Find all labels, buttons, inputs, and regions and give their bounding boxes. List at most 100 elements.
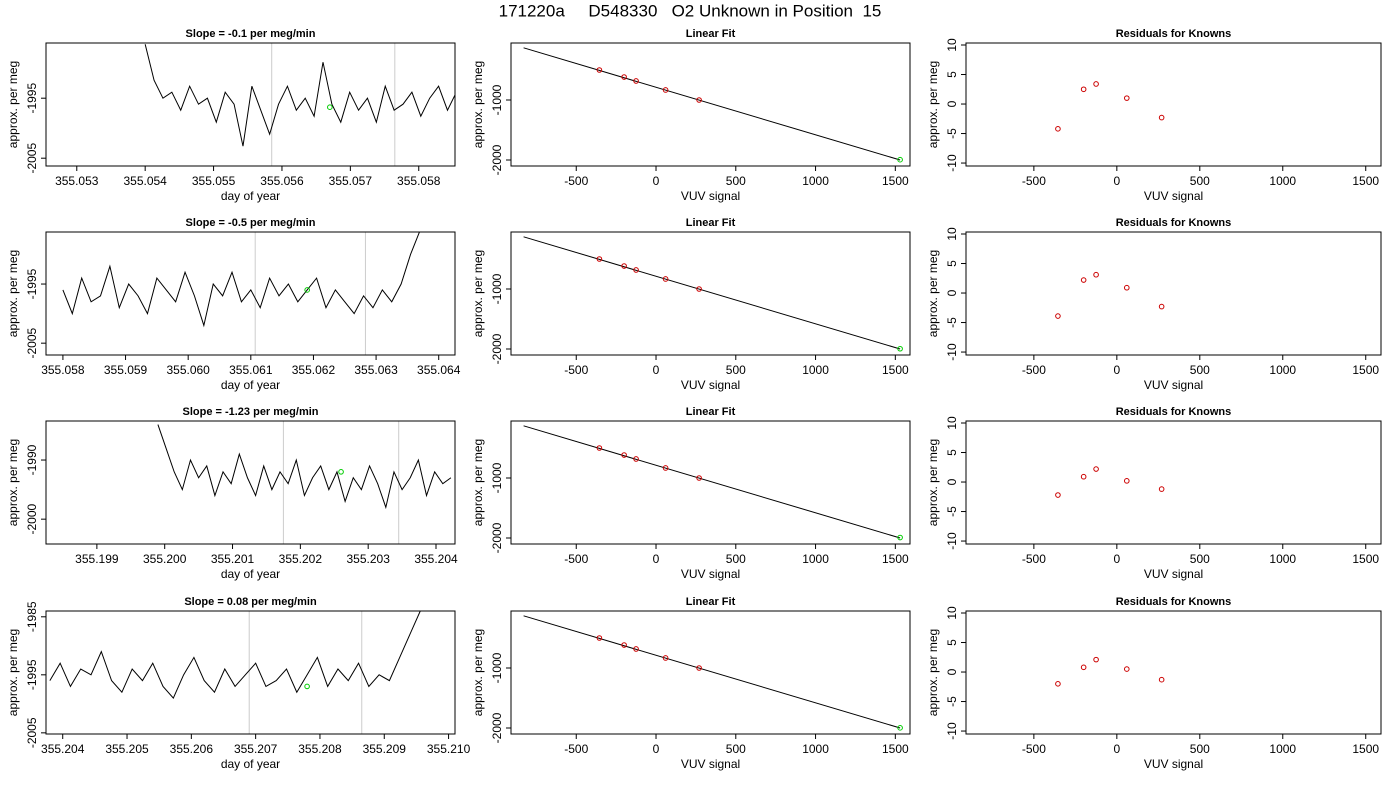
x-tick-label: 355.208 [298, 742, 342, 756]
y-axis-label: approx. per meg [6, 439, 20, 526]
x-tick-label: 355.058 [41, 363, 85, 377]
data-point [596, 445, 603, 451]
x-tick-label: 1500 [1352, 174, 1379, 188]
x-tick-label: -500 [1022, 363, 1046, 377]
x-tick-label: 1500 [1352, 742, 1379, 756]
x-axis-label: day of year [221, 757, 280, 771]
x-tick-label: -500 [1022, 742, 1046, 756]
x-tick-label: 355.201 [211, 552, 255, 566]
data-point [1123, 478, 1130, 484]
panel-title: Linear Fit [686, 28, 736, 40]
data-point [1055, 492, 1061, 498]
x-tick-label: 500 [1190, 742, 1210, 756]
y-tick-label: -5 [945, 128, 959, 139]
x-tick-label: 0 [1113, 363, 1120, 377]
x-tick-label: 1000 [1269, 552, 1296, 566]
y-tick-label: 5 [945, 449, 959, 456]
panel: Linear Fit VUV signal approx. per meg -500 0… [471, 596, 911, 771]
y-tick-label: -10 [945, 154, 959, 172]
x-tick-label: -500 [564, 742, 588, 756]
data-point [1093, 656, 1099, 663]
x-tick-label: 0 [1113, 174, 1120, 188]
data-point [633, 646, 639, 652]
x-axis-label: VUV signal [681, 189, 740, 203]
x-tick-label: 500 [726, 363, 746, 377]
plot-area [1055, 656, 1165, 687]
plot-frame [45, 420, 456, 545]
x-tick-label: 1000 [802, 552, 829, 566]
data-point [621, 452, 627, 458]
plot-frame [45, 231, 456, 356]
data-point [662, 655, 669, 661]
panel-title: Slope = -0.1 per meg/min [186, 28, 316, 40]
data-point [696, 97, 702, 103]
data-line [144, 44, 455, 147]
x-axis-label: VUV signal [681, 567, 740, 581]
y-tick-label: -1990 [25, 444, 39, 475]
plot-area [523, 236, 903, 352]
plot-frame [965, 610, 1382, 735]
data-line [523, 425, 901, 539]
data-point [662, 465, 669, 471]
x-tick-label: 500 [1190, 363, 1210, 377]
data-point [621, 642, 627, 648]
plot-frame [965, 420, 1382, 545]
data-point [1055, 681, 1061, 687]
data-line [523, 236, 901, 350]
y-tick-label: -2000 [490, 712, 504, 743]
plot-frame [510, 610, 911, 735]
y-tick-label: -5 [945, 317, 959, 328]
x-tick-label: 1000 [1269, 174, 1296, 188]
panel-title: Slope = -0.5 per meg/min [186, 217, 316, 229]
panel-title: Slope = 0.08 per meg/min [184, 596, 317, 608]
plot-area [1055, 81, 1165, 132]
x-tick-label: 355.207 [234, 742, 278, 756]
panel: Residuals for Knowns VUV signal approx. pe… [926, 217, 1382, 392]
data-point [1158, 486, 1165, 492]
y-tick-label: -2000 [490, 144, 504, 175]
data-point [662, 276, 669, 282]
data-line [49, 611, 421, 699]
y-tick-label: -1000 [490, 652, 504, 683]
y-tick-label: -10 [945, 532, 959, 550]
x-tick-label: -500 [564, 552, 588, 566]
plot-frame [965, 42, 1382, 167]
y-tick-label: -1995 [25, 268, 39, 299]
x-tick-label: 0 [1113, 742, 1120, 756]
x-tick-label: 355.063 [354, 363, 398, 377]
x-tick-label: 355.199 [75, 552, 119, 566]
y-tick-label: 0 [945, 289, 959, 296]
x-tick-label: 355.210 [427, 742, 471, 756]
x-tick-label: 355.058 [397, 174, 441, 188]
data-point [1158, 114, 1165, 121]
data-point [897, 534, 903, 541]
data-point [596, 256, 603, 262]
data-point [338, 469, 344, 475]
data-point [596, 635, 603, 641]
x-tick-label: 500 [726, 552, 746, 566]
data-point [696, 286, 702, 292]
panel-title: Residuals for Knowns [1116, 406, 1232, 418]
data-point [633, 456, 639, 462]
x-tick-label: 0 [653, 552, 660, 566]
panel: Slope = 0.08 per meg/min day of year appro… [6, 596, 470, 771]
x-tick-label: 355.061 [229, 363, 273, 377]
x-tick-label: 355.200 [143, 552, 187, 566]
plot-area [62, 232, 420, 355]
x-tick-label: -500 [1022, 174, 1046, 188]
data-line [62, 232, 420, 328]
data-point [1080, 664, 1087, 671]
data-point [897, 345, 903, 352]
data-point [621, 263, 627, 269]
x-tick-label: -500 [564, 363, 588, 377]
plot-frame [965, 231, 1382, 356]
x-tick-label: 500 [1190, 552, 1210, 566]
y-tick-label: 0 [945, 478, 959, 485]
y-axis-label: approx. per meg [6, 629, 20, 716]
data-point [1055, 313, 1061, 319]
x-axis-label: day of year [221, 567, 280, 581]
y-axis-label: approx. per meg [6, 250, 20, 337]
panel-title: Residuals for Knowns [1116, 596, 1232, 608]
x-tick-label: 355.206 [170, 742, 214, 756]
